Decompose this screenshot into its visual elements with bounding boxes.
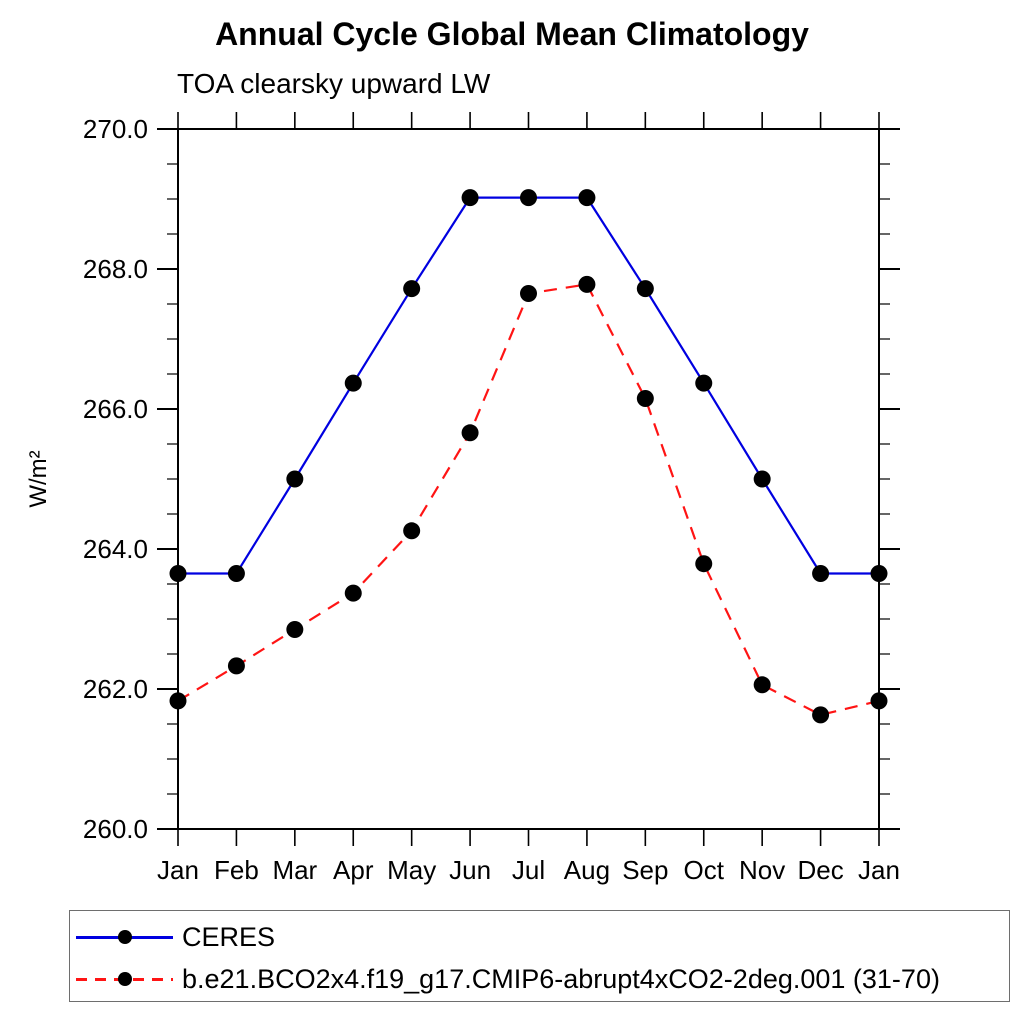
data-point-marker — [753, 470, 771, 488]
data-point-marker — [344, 584, 362, 602]
y-tick-label: 266.0 — [83, 394, 148, 424]
x-tick-label: Aug — [564, 855, 610, 885]
data-point-marker — [812, 706, 830, 724]
x-tick-label: Sep — [622, 855, 668, 885]
data-point-marker — [461, 189, 479, 207]
x-tick-label: Feb — [214, 855, 259, 885]
data-point-marker — [695, 374, 713, 392]
plot-frame — [177, 128, 880, 830]
y-axis-title: W/m² — [25, 450, 52, 507]
y-tick-label: 268.0 — [83, 254, 148, 284]
data-point-marker — [520, 189, 537, 207]
data-point-marker — [227, 657, 245, 675]
data-point-marker — [461, 424, 479, 442]
chart-subtitle: TOA clearsky upward LW — [177, 68, 491, 99]
data-point-marker — [812, 565, 830, 582]
legend-sample-0 — [76, 930, 173, 944]
x-tick-label: Jun — [449, 855, 491, 885]
y-tick-label: 264.0 — [83, 534, 148, 564]
data-point-marker — [286, 470, 304, 488]
data-point-marker — [227, 565, 245, 582]
legend-sample-1 — [76, 972, 173, 986]
data-point-marker — [578, 189, 596, 207]
y-tick-label: 270.0 — [83, 114, 148, 144]
x-tick-label: Jul — [512, 855, 545, 885]
data-point-marker — [636, 390, 654, 407]
legend-item-ceres: CERES — [76, 921, 276, 952]
legend-marker-icon — [117, 972, 132, 986]
legend-label-model: b.e21.BCO2x4.f19_g17.CMIP6-abrupt4xCO2-2… — [182, 963, 940, 994]
legend: CERES b.e21.BCO2x4.f19_g17.CMIP6-abrupt4… — [69, 910, 1010, 1002]
data-point-marker — [695, 555, 713, 573]
data-point-marker — [870, 692, 888, 710]
y-tick-label: 262.0 — [83, 674, 148, 704]
x-tick-label: Dec — [797, 855, 843, 885]
data-point-marker — [344, 374, 362, 392]
data-point-marker — [870, 565, 888, 582]
series-line-0 — [178, 196, 879, 575]
y-tick-label: 260.0 — [83, 814, 148, 844]
legend-item-model: b.e21.BCO2x4.f19_g17.CMIP6-abrupt4xCO2-2… — [76, 963, 940, 994]
x-tick-label: Jan — [858, 855, 900, 885]
data-point-marker — [169, 565, 187, 582]
data-point-marker — [403, 522, 421, 540]
x-tick-label: May — [387, 855, 436, 885]
x-tick-label: Jan — [157, 855, 199, 885]
x-tick-label: Apr — [333, 855, 374, 885]
x-tick-label: Oct — [684, 855, 725, 885]
data-point-marker — [286, 621, 304, 638]
x-tick-label: Mar — [272, 855, 317, 885]
legend-label-ceres: CERES — [182, 921, 276, 952]
data-point-marker — [753, 676, 771, 694]
data-point-marker — [403, 280, 421, 298]
data-point-marker — [578, 275, 596, 293]
data-point-marker — [169, 692, 187, 710]
x-tick-label: Nov — [739, 855, 785, 885]
data-point-marker — [636, 280, 654, 298]
chart-title: Annual Cycle Global Mean Climatology — [215, 16, 809, 52]
legend-marker-icon — [117, 930, 132, 944]
data-point-marker — [520, 285, 537, 302]
